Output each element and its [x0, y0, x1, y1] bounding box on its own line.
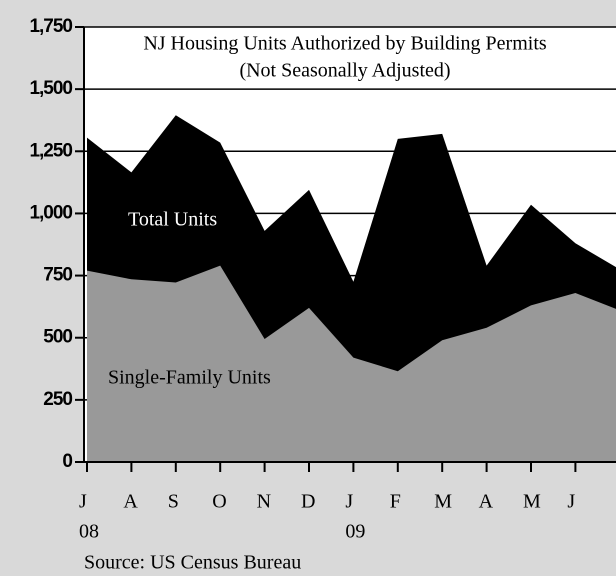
x-tick-label: A — [123, 491, 138, 513]
x-tick-label: M — [434, 491, 452, 513]
title-box — [100, 29, 616, 87]
chart-subtitle: (Not Seasonally Adjusted) — [239, 60, 450, 82]
x-tick-label: D — [301, 491, 315, 513]
x-year-label: 09 — [345, 521, 365, 543]
x-tick-label: A — [479, 491, 494, 513]
areas — [87, 115, 616, 462]
x-tick-label: S — [168, 491, 179, 513]
x-tick-label: O — [212, 491, 226, 513]
source: Source: US Census Bureau — [84, 552, 301, 574]
ticks: 0 250 500 750 1,000 1,250 1,500 1,750 J 08 A S O N D J 0… — [29, 16, 577, 543]
y-tick-label: 1,000 — [29, 202, 72, 223]
x-tick-label: F — [390, 491, 401, 513]
x-tick-label: M — [523, 491, 541, 513]
y-tick-label: 750 — [43, 265, 72, 286]
x-tick-label: N — [257, 491, 271, 513]
area — [87, 265, 616, 462]
x-tick-label: J — [567, 491, 575, 513]
x-year-label: 08 — [79, 521, 99, 543]
x-tick-label: J — [345, 491, 353, 513]
chart-title: NJ Housing Units Authorized by Building … — [143, 33, 547, 55]
y-tick-label: 250 — [43, 389, 72, 410]
x-tick-label: J — [79, 491, 87, 513]
series-label: Total Units — [128, 209, 217, 231]
series-label: Single-Family Units — [108, 367, 271, 389]
y-tick-label: 500 — [43, 327, 72, 348]
y-tick-label: 0 — [62, 451, 72, 472]
y-tick-label: 1,500 — [29, 78, 72, 99]
y-tick-label: 1,750 — [29, 16, 72, 37]
y-tick-label: 1,250 — [29, 140, 72, 161]
